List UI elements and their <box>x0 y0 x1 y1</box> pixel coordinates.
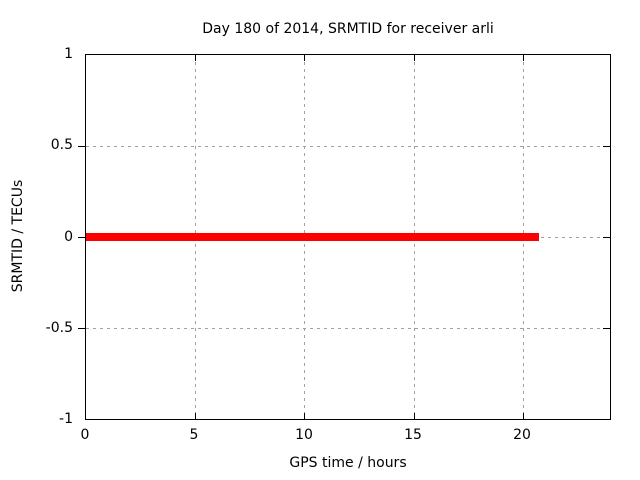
tick-mark-bottom-15 <box>413 413 415 419</box>
x-tick-label-0: 0 <box>80 427 90 443</box>
x-tick-label-20: 20 <box>513 427 531 443</box>
tick-mark-top-10 <box>304 55 306 61</box>
tick-mark-right-0 <box>603 237 610 238</box>
tick-mark-bottom-10 <box>304 413 306 419</box>
x-axis-label: GPS time / hours <box>289 455 407 471</box>
tick-mark-top-20 <box>522 55 524 61</box>
y-tick-label-neg1: -1 <box>59 411 73 427</box>
y-axis-label: SRMTID / TECUs <box>10 179 26 293</box>
tick-mark-left-0p5 <box>78 146 85 147</box>
tick-mark-right-0p5 <box>603 146 610 147</box>
tick-mark-bottom-20 <box>522 413 524 419</box>
tick-mark-bottom-5 <box>195 413 197 419</box>
series-line <box>86 233 540 241</box>
gridline-horizontal-0p5 <box>86 146 610 147</box>
tick-mark-top-5 <box>195 55 197 61</box>
y-tick-label-neg0p5: -0.5 <box>45 320 73 336</box>
tick-mark-right-neg0p5 <box>603 328 610 329</box>
y-tick-label-0p5: 0.5 <box>50 137 73 153</box>
tick-mark-top-15 <box>413 55 415 61</box>
plot-inner <box>78 55 610 419</box>
y-tick-label-1: 1 <box>64 46 73 62</box>
y-tick-label-0: 0 <box>64 229 73 245</box>
x-tick-label-10: 10 <box>295 427 313 443</box>
gridline-horizontal-neg0p5 <box>86 328 610 329</box>
chart-title: Day 180 of 2014, SRMTID for receiver arl… <box>202 21 494 37</box>
x-tick-label-5: 5 <box>189 427 199 443</box>
tick-mark-left-neg0p5 <box>78 328 85 329</box>
plot-area <box>78 54 611 420</box>
tick-mark-left-0 <box>78 237 85 238</box>
x-tick-label-15: 15 <box>404 427 422 443</box>
